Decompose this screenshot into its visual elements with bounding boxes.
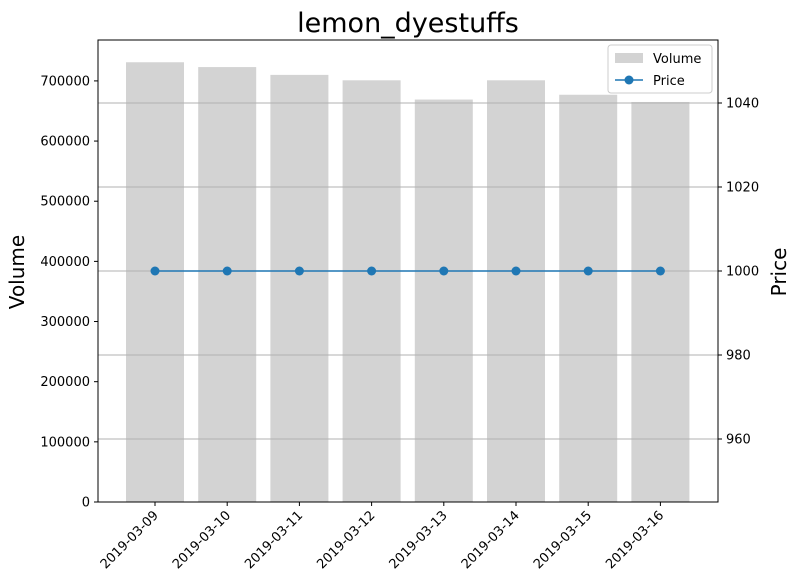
legend-volume-swatch xyxy=(615,53,643,63)
price-line-group xyxy=(150,266,665,276)
y-tick-label-left: 300000 xyxy=(40,315,90,330)
volume-bars xyxy=(126,62,690,502)
price-point xyxy=(150,266,160,276)
y-tick-label-left: 700000 xyxy=(40,74,90,89)
legend: Volume Price xyxy=(607,44,713,94)
y-tick-label-left: 0 xyxy=(82,496,90,511)
y-axis-label-right: Price xyxy=(767,248,791,297)
y-tick-label-left: 400000 xyxy=(40,255,90,270)
price-point xyxy=(367,266,377,276)
y-axis-label-left: Volume xyxy=(5,235,29,309)
y-tick-label-right: 1000 xyxy=(726,265,759,280)
legend-price-marker xyxy=(624,75,634,85)
y-tick-label-left: 100000 xyxy=(40,435,90,450)
volume-bar xyxy=(126,62,184,502)
volume-bar xyxy=(559,94,618,502)
y-tick-label-left: 500000 xyxy=(40,195,90,210)
volume-bar xyxy=(198,67,257,502)
price-point xyxy=(655,266,665,276)
volume-bar xyxy=(487,80,545,502)
price-point xyxy=(294,266,304,276)
legend-price-label: Price xyxy=(653,74,685,89)
y-tick-label-right: 960 xyxy=(726,433,751,448)
volume-bar xyxy=(270,74,329,502)
price-point xyxy=(439,266,449,276)
y-tick-label-right: 980 xyxy=(726,349,751,364)
y-tick-label-left: 200000 xyxy=(40,375,90,390)
price-point xyxy=(511,266,521,276)
y-tick-label-left: 600000 xyxy=(40,135,90,150)
volume-bar xyxy=(414,99,473,502)
volume-bar xyxy=(342,80,401,502)
volume-bar xyxy=(631,101,690,502)
chart-title: lemon_dyestuffs xyxy=(297,8,519,39)
y-tick-label-right: 1040 xyxy=(726,97,759,112)
legend-volume-label: Volume xyxy=(653,52,701,67)
price-point xyxy=(583,266,593,276)
price-point xyxy=(222,266,232,276)
y-tick-label-right: 1020 xyxy=(726,181,759,196)
